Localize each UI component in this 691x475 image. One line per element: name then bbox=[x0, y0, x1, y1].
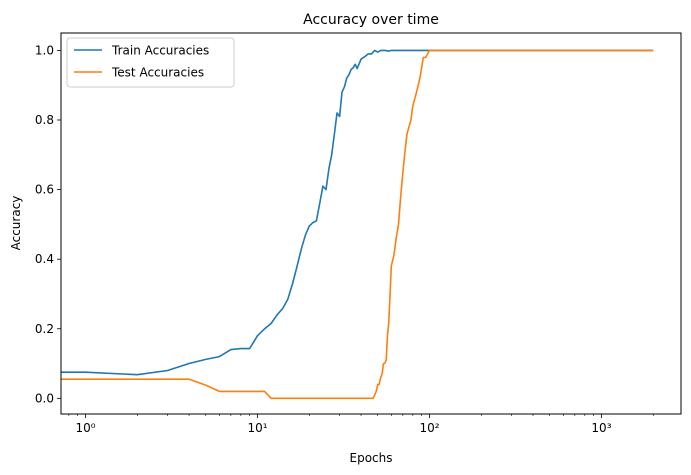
y-axis-label: Accuracy bbox=[9, 196, 23, 251]
x-tick-label: 10¹ bbox=[247, 421, 267, 435]
y-tick-label: 1.0 bbox=[35, 43, 54, 57]
x-tick-label: 10² bbox=[419, 421, 439, 435]
legend-label-train: Train Accuracies bbox=[111, 44, 209, 58]
series-line-test bbox=[61, 49, 654, 400]
legend: Train Accuracies Test Accuracies bbox=[66, 37, 235, 88]
x-axis-label: Epochs bbox=[350, 451, 393, 465]
x-tick-label: 10⁰ bbox=[75, 421, 95, 435]
series-line-train bbox=[61, 49, 654, 376]
legend-box bbox=[66, 37, 235, 88]
x-tick-label: 10³ bbox=[591, 421, 611, 435]
y-tick-label: 0.4 bbox=[35, 252, 54, 266]
y-axis-ticks: 0.0 0.2 0.4 0.6 0.8 1.0 bbox=[35, 43, 61, 405]
legend-label-test: Test Accuracies bbox=[111, 66, 204, 80]
chart-title: Accuracy over time bbox=[303, 12, 439, 28]
plot-lines bbox=[61, 49, 654, 400]
y-tick-label: 0.0 bbox=[35, 391, 54, 405]
x-axis-ticks: 10⁰ 10¹ 10² 10³ bbox=[68, 414, 654, 435]
y-tick-label: 0.6 bbox=[35, 183, 54, 197]
y-tick-label: 0.8 bbox=[35, 113, 54, 127]
plot-frame bbox=[60, 32, 682, 415]
y-tick-label: 0.2 bbox=[35, 322, 54, 336]
